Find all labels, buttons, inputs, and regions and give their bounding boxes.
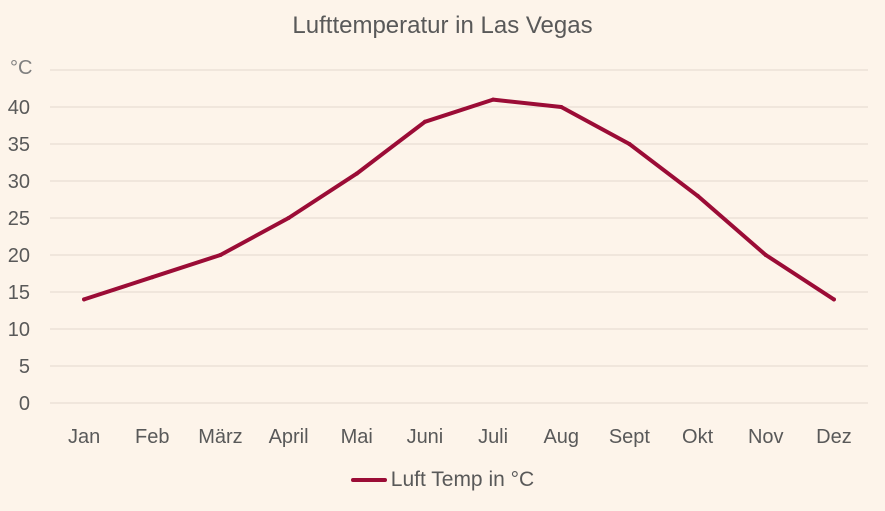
y-tick-label: 5 (19, 356, 30, 378)
gridlines (50, 69, 868, 404)
legend-swatch (350, 478, 387, 482)
chart-title: Lufttemperatur in Las Vegas (292, 12, 593, 39)
data-point (82, 297, 87, 302)
data-point (354, 171, 359, 176)
data-point (763, 253, 768, 257)
x-tick-label: Mai (341, 426, 373, 448)
data-point (831, 297, 836, 302)
y-tick-label: 10 (8, 319, 30, 341)
y-tick-label: 15 (8, 282, 30, 304)
x-tick-label: Okt (682, 426, 714, 448)
data-point (150, 275, 155, 280)
x-tick-label: Sept (609, 426, 651, 448)
data-point (286, 216, 291, 220)
legend: Luft Temp in °C (0, 468, 885, 492)
series-lines (82, 97, 836, 302)
x-tick-label: Dez (816, 426, 852, 448)
data-point (422, 119, 427, 124)
y-axis-unit: °C (10, 57, 32, 79)
legend-label: Luft Temp in °C (390, 468, 535, 491)
x-tick-label: März (198, 426, 242, 448)
data-point (218, 253, 223, 257)
x-tick-label: Juli (478, 426, 508, 448)
y-axis-ticks: 0 5 10 15 20 25 30 35 40 (8, 97, 30, 415)
x-tick-label: Aug (543, 426, 579, 448)
y-tick-label: 25 (8, 208, 30, 230)
x-tick-label: Jan (68, 426, 100, 448)
y-tick-label: 0 (19, 393, 30, 415)
data-point (559, 105, 564, 109)
y-tick-label: 40 (8, 97, 30, 119)
x-tick-label: Juni (407, 426, 444, 448)
data-point (627, 142, 632, 146)
x-tick-label: Nov (748, 426, 784, 448)
data-point (695, 193, 700, 198)
data-point (491, 97, 496, 102)
x-axis-ticks: Jan Feb März April Mai Juni Juli Aug Sept Okt Nov D… (68, 426, 852, 448)
series-line (82, 97, 836, 302)
x-tick-label: Feb (135, 426, 169, 448)
y-tick-label: 30 (8, 171, 30, 193)
x-tick-label: April (269, 426, 309, 448)
y-tick-label: 35 (8, 134, 30, 156)
y-tick-label: 20 (8, 245, 30, 267)
